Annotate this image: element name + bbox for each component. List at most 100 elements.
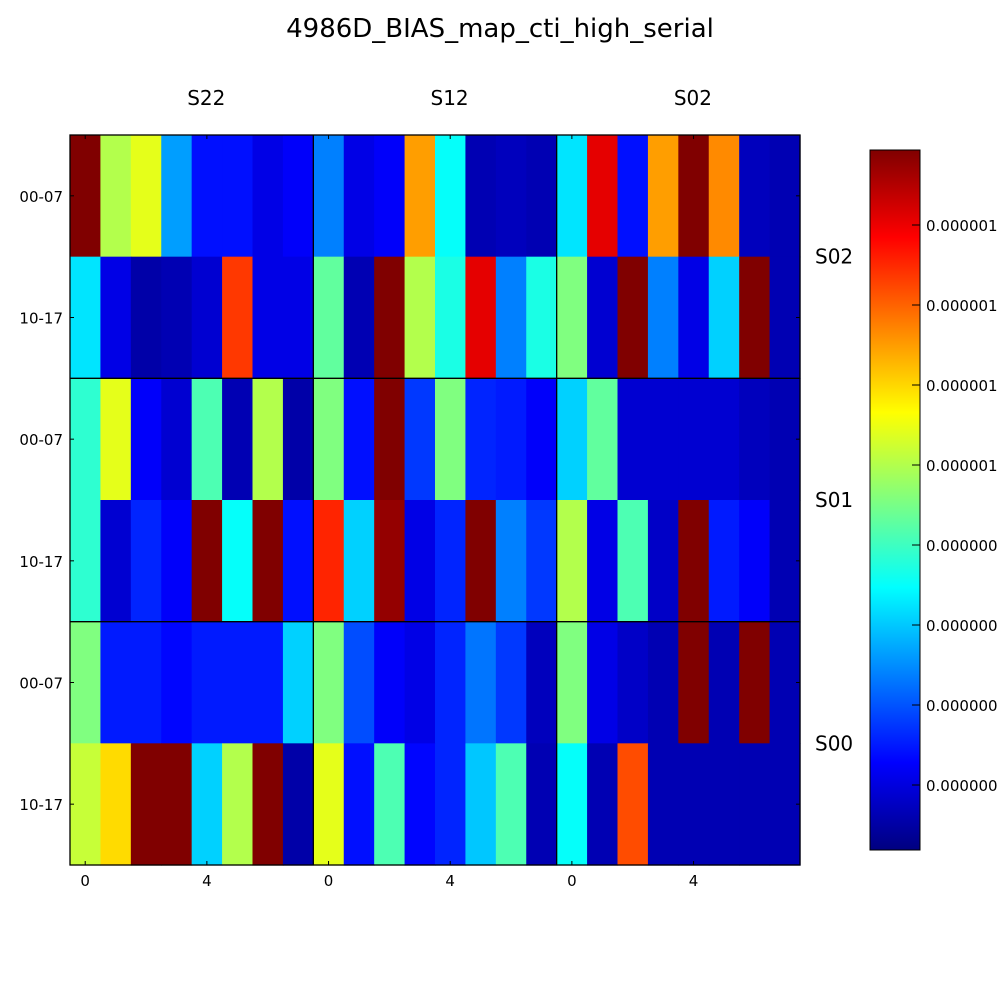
heatmap-cell	[739, 378, 771, 501]
heatmap-cell	[678, 743, 710, 866]
heatmap-cell	[282, 500, 314, 623]
heatmap-cell	[587, 621, 619, 744]
heatmap-cell	[374, 256, 406, 379]
heatmap-cell	[769, 743, 801, 866]
heatmap-cell	[404, 500, 436, 623]
heatmap-cell	[130, 743, 162, 866]
heatmap-cell	[252, 621, 284, 744]
heatmap-cell	[191, 500, 223, 623]
heatmap-cell	[678, 500, 710, 623]
heatmap-cell	[739, 621, 771, 744]
heatmap-cell	[252, 743, 284, 866]
heatmap-cell	[435, 135, 467, 258]
x-tick-label: 0	[567, 872, 577, 890]
heatmap-cell	[495, 256, 527, 379]
heatmap-cell	[708, 743, 740, 866]
heatmap-cell	[526, 256, 558, 379]
colorbar-tick-label: 0.000001	[926, 297, 998, 315]
heatmap-cell	[708, 621, 740, 744]
row-group-label: S02	[815, 245, 853, 269]
row-tick-label: 10-17	[19, 553, 63, 571]
heatmap-cells	[70, 135, 801, 866]
colorbar-tick-label: 0.000000	[926, 537, 998, 555]
heatmap-cell	[556, 378, 588, 501]
heatmap-cell	[191, 621, 223, 744]
heatmap-cell	[161, 256, 193, 379]
heatmap-cell	[70, 500, 102, 623]
heatmap-cell	[435, 378, 467, 501]
heatmap-cell	[404, 378, 436, 501]
heatmap-cell	[617, 621, 649, 744]
heatmap-cell	[70, 256, 102, 379]
heatmap-cell	[495, 500, 527, 623]
heatmap-cell	[739, 135, 771, 258]
heatmap-cell	[647, 621, 679, 744]
row-tick-label: 10-17	[19, 310, 63, 328]
heatmap-cell	[739, 256, 771, 379]
heatmap-cell	[617, 743, 649, 866]
column-group-label: S02	[674, 86, 712, 110]
heatmap-cell	[708, 256, 740, 379]
row-group-label: S01	[815, 488, 853, 512]
heatmap-cell	[739, 743, 771, 866]
heatmap-cell	[769, 500, 801, 623]
heatmap-cell	[465, 500, 497, 623]
heatmap-cell	[526, 378, 558, 501]
heatmap-cell	[282, 743, 314, 866]
heatmap-cell	[465, 621, 497, 744]
heatmap-cell	[282, 621, 314, 744]
heatmap-cell	[404, 135, 436, 258]
heatmap-cell	[70, 621, 102, 744]
heatmap-cell	[769, 256, 801, 379]
heatmap-cell	[282, 256, 314, 379]
heatmap-cell	[465, 743, 497, 866]
heatmap-cell	[222, 378, 254, 501]
heatmap-cell	[343, 378, 375, 501]
heatmap-cell	[739, 500, 771, 623]
heatmap-cell	[526, 135, 558, 258]
heatmap-cell	[526, 500, 558, 623]
heatmap-cell	[374, 500, 406, 623]
column-group-label: S22	[187, 86, 225, 110]
heatmap-cell	[587, 500, 619, 623]
heatmap-cell	[647, 256, 679, 379]
heatmap-cell	[617, 135, 649, 258]
heatmap-cell	[343, 621, 375, 744]
heatmap-cell	[343, 135, 375, 258]
heatmap-cell	[526, 621, 558, 744]
heatmap-cell	[495, 135, 527, 258]
heatmap-cell	[374, 135, 406, 258]
heatmap-cell	[495, 743, 527, 866]
heatmap-cell	[708, 378, 740, 501]
heatmap-cell	[100, 256, 132, 379]
heatmap-cell	[343, 500, 375, 623]
heatmap-cell	[130, 135, 162, 258]
heatmap-cell	[282, 135, 314, 258]
x-tick-label: 4	[202, 872, 212, 890]
heatmap-cell	[708, 135, 740, 258]
colorbar-tick-label: 0.000000	[926, 697, 998, 715]
heatmap-cell	[435, 256, 467, 379]
heatmap-cell	[100, 500, 132, 623]
heatmap-cell	[130, 378, 162, 501]
heatmap-cell	[587, 378, 619, 501]
heatmap-cell	[678, 135, 710, 258]
heatmap-cell	[282, 378, 314, 501]
heatmap-cell	[191, 378, 223, 501]
heatmap-cell	[252, 500, 284, 623]
heatmap-cell	[769, 135, 801, 258]
heatmap-cell	[313, 256, 345, 379]
row-group-label: S00	[815, 731, 853, 755]
colorbar: 0.000000 0.000000 0.000000 0.000000 0.000001…	[869, 149, 998, 851]
heatmap-cell	[526, 743, 558, 866]
colorbar-tick-label: 0.000000	[926, 777, 998, 795]
plot-frame	[69, 134, 801, 866]
heatmap-cell	[374, 743, 406, 866]
heatmap-cell	[130, 256, 162, 379]
heatmap-cell	[708, 500, 740, 623]
heatmap-cell	[191, 743, 223, 866]
heatmap-cell	[617, 500, 649, 623]
heatmap-cell	[222, 500, 254, 623]
heatmap-cell	[313, 500, 345, 623]
